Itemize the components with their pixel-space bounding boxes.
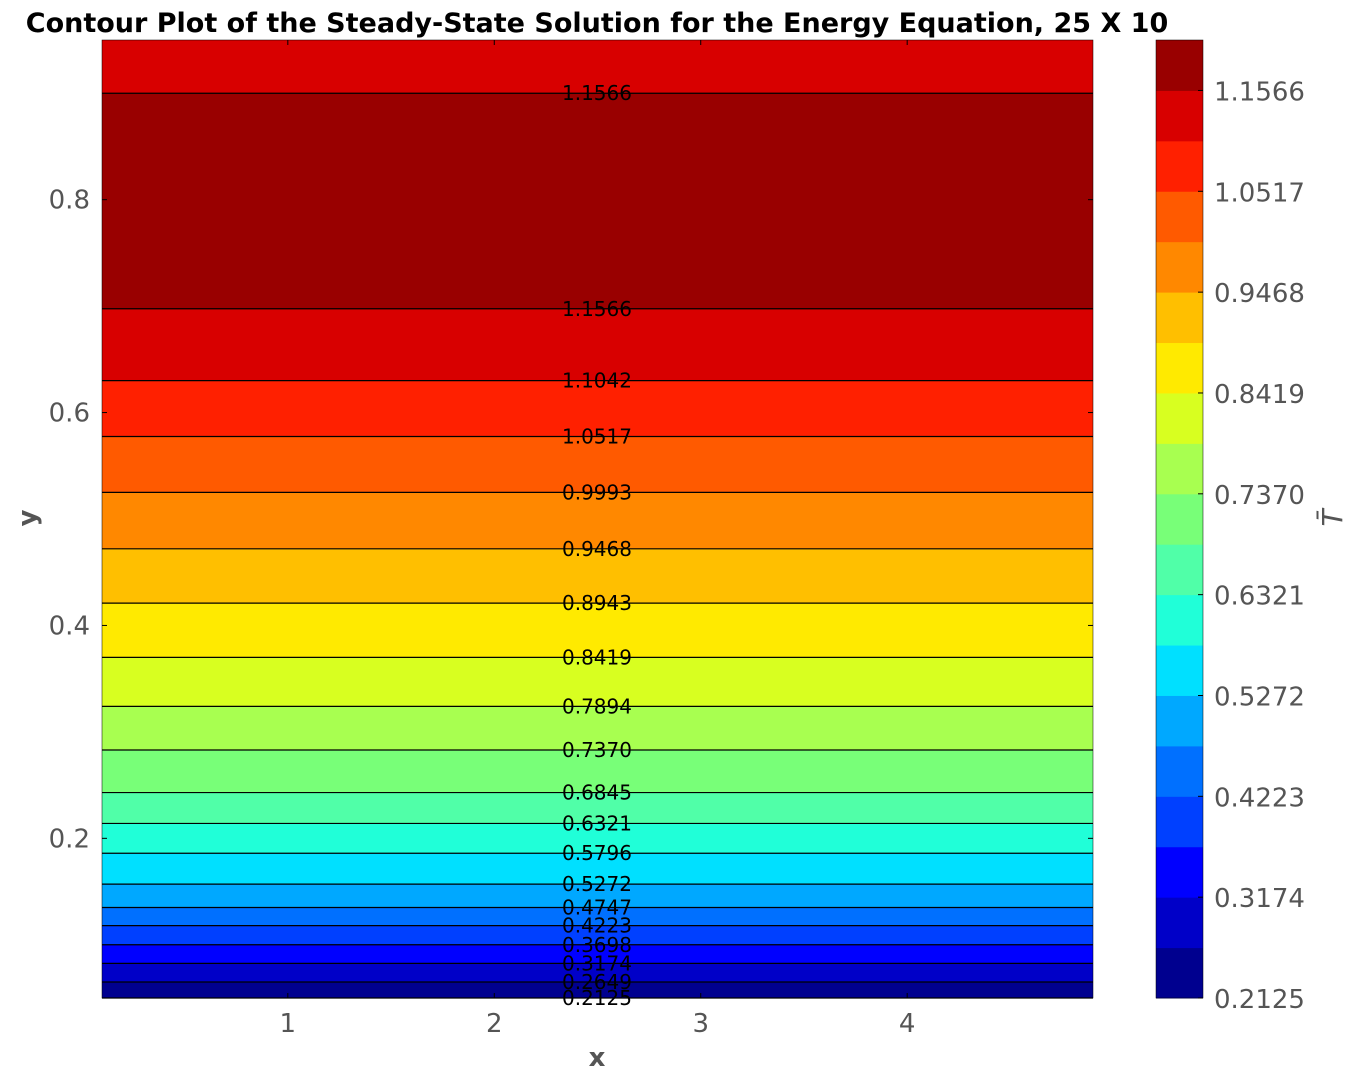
contour-band-19 xyxy=(102,982,1093,998)
plot-frame xyxy=(101,39,1094,999)
colorbar-tick-label-9: 1.1566 xyxy=(1214,77,1305,107)
contour-label-1: 1.1566 xyxy=(562,297,632,321)
colorbar-segment-1 xyxy=(1156,897,1203,949)
contour-label-2: 1.1042 xyxy=(562,369,632,393)
colorbar-segment-11 xyxy=(1156,392,1203,444)
colorbar-tick-label-1: 0.3174 xyxy=(1214,884,1305,914)
contour-lines xyxy=(102,92,1093,999)
contour-label-5: 0.9468 xyxy=(562,537,632,561)
contour-label-7: 0.8419 xyxy=(562,645,632,669)
y-tick-label-3: 0.8 xyxy=(49,186,90,216)
colorbar xyxy=(1155,39,1204,999)
contour-band-5 xyxy=(102,492,1093,549)
contour-label-18: 0.2649 xyxy=(562,970,632,994)
x-tick-label-3: 4 xyxy=(899,1009,916,1039)
contour-band-12 xyxy=(102,823,1093,854)
contour-label-12: 0.5796 xyxy=(562,841,632,865)
contour-label-13: 0.5272 xyxy=(562,872,632,896)
contour-band-4 xyxy=(102,436,1093,493)
contour-band-14 xyxy=(102,884,1093,908)
x-tick-label-2: 3 xyxy=(692,1009,709,1039)
colorbar-segment-6 xyxy=(1156,645,1203,696)
contour-label-9: 0.7370 xyxy=(562,738,632,762)
colorbar-segment-5 xyxy=(1156,695,1203,747)
y-tick-label-0: 0.2 xyxy=(49,824,90,854)
contour-band-17 xyxy=(102,944,1093,964)
contour-band-2 xyxy=(102,308,1093,381)
x-axis: 1 2 3 4 xyxy=(280,40,916,1039)
contour-label-10: 0.6845 xyxy=(562,781,632,805)
contour-label-16: 0.3698 xyxy=(562,933,632,957)
colorbar-segment-12 xyxy=(1156,342,1203,394)
contour-label-14: 0.4747 xyxy=(562,896,632,920)
contour-band-8 xyxy=(102,657,1093,707)
y-tick-label-2: 0.6 xyxy=(49,399,90,429)
contour-label-15: 0.4223 xyxy=(562,914,632,938)
contour-label-17: 0.3174 xyxy=(562,951,632,975)
contour-band-0 xyxy=(102,40,1093,94)
colorbar-tick-label-8: 1.0517 xyxy=(1214,178,1305,208)
colorbar-tick-label-7: 0.9468 xyxy=(1214,279,1305,309)
y-tick-label-1: 0.4 xyxy=(49,611,90,641)
contour-band-18 xyxy=(102,963,1093,983)
colorbar-ticks: 0.2125 0.3174 0.4223 0.5272 0.6321 0.7370 0.84… xyxy=(1198,77,1305,1015)
colorbar-segment-8 xyxy=(1156,544,1203,596)
contour-label-4: 0.9993 xyxy=(562,480,632,504)
colorbar-segment-16 xyxy=(1156,140,1203,192)
contour-label-8: 0.7894 xyxy=(562,694,632,718)
colorbar-label: T̄ xyxy=(1315,508,1349,527)
x-tick-label-0: 1 xyxy=(280,1009,297,1039)
colorbar-segment-10 xyxy=(1156,443,1203,495)
colorbar-segment-4 xyxy=(1156,745,1203,797)
contour-band-6 xyxy=(102,548,1093,604)
x-tick-label-1: 2 xyxy=(486,1009,503,1039)
contour-band-9 xyxy=(102,706,1093,750)
contour-label-11: 0.6321 xyxy=(562,811,632,835)
colorbar-tick-label-4: 0.6321 xyxy=(1214,582,1305,612)
contour-label-3: 1.0517 xyxy=(562,425,632,449)
x-axis-label: x xyxy=(589,1043,606,1073)
contour-bands xyxy=(102,40,1093,998)
colorbar-segment-7 xyxy=(1156,594,1203,646)
y-axis: 0.2 0.4 0.6 0.8 xyxy=(49,186,1093,854)
colorbar-tick-label-3: 0.5272 xyxy=(1214,682,1305,712)
colorbar-tick-label-5: 0.7370 xyxy=(1214,481,1305,511)
colorbar-segment-0 xyxy=(1156,947,1203,999)
contour-label-6: 0.8943 xyxy=(562,591,632,615)
colorbar-segment-3 xyxy=(1156,796,1203,848)
colorbar-tick-label-0: 0.2125 xyxy=(1214,985,1305,1015)
colorbar-segment-13 xyxy=(1156,292,1203,344)
colorbar-segment-14 xyxy=(1156,241,1203,293)
contour-band-15 xyxy=(102,907,1093,926)
chart-title: Contour Plot of the Steady-State Solutio… xyxy=(26,8,1168,39)
colorbar-tick-label-2: 0.4223 xyxy=(1214,783,1305,813)
colorbar-segment-2 xyxy=(1156,846,1203,898)
colorbar-segment-15 xyxy=(1156,191,1203,243)
contour-band-16 xyxy=(102,925,1093,945)
colorbar-frame xyxy=(1155,39,1204,999)
y-axis-label: y xyxy=(13,509,43,526)
contour-band-10 xyxy=(102,749,1093,793)
colorbar-tick-label-6: 0.8419 xyxy=(1214,380,1305,410)
contour-band-7 xyxy=(102,603,1093,658)
contour-band-13 xyxy=(102,853,1093,885)
contour-label-0: 1.1566 xyxy=(562,81,632,105)
contour-band-3 xyxy=(102,380,1093,437)
colorbar-segment-18 xyxy=(1156,40,1203,91)
colorbar-segment-17 xyxy=(1156,90,1203,142)
contour-band-1 xyxy=(102,93,1093,309)
colorbar-segment-9 xyxy=(1156,493,1203,545)
contour-band-11 xyxy=(102,792,1093,824)
